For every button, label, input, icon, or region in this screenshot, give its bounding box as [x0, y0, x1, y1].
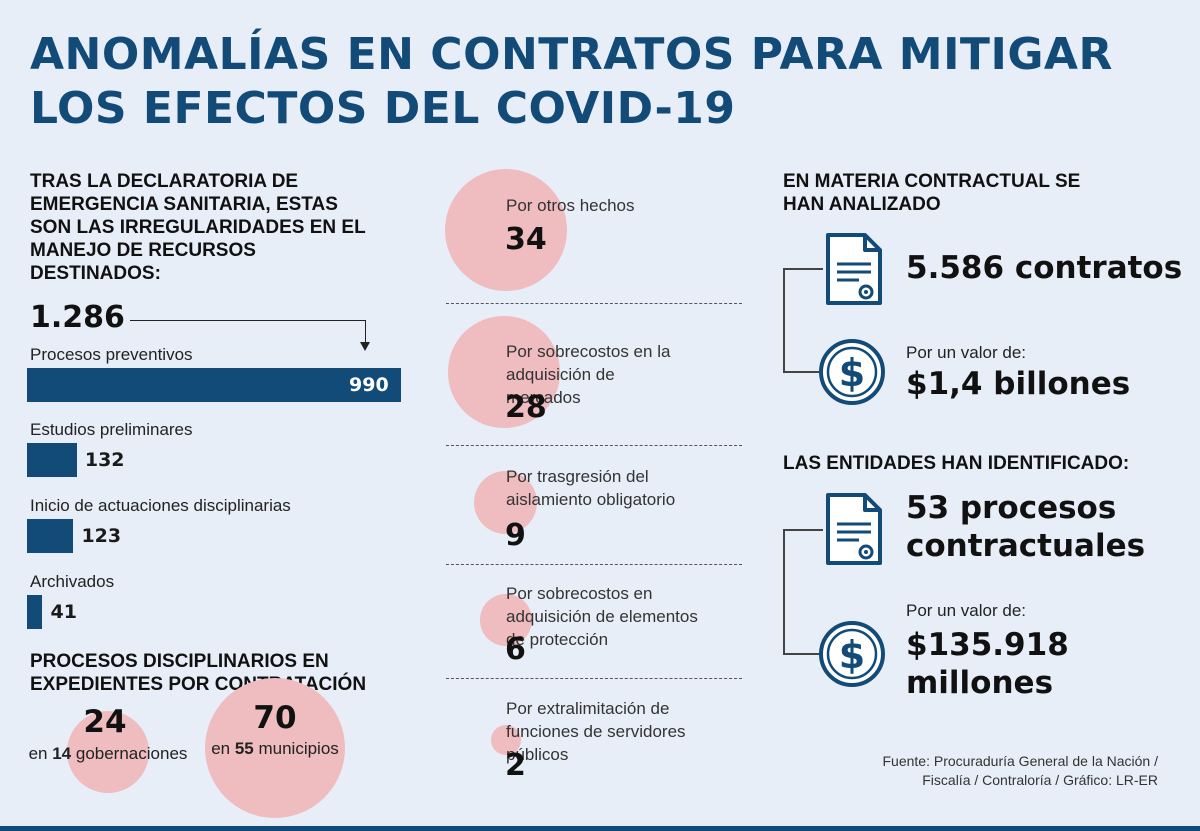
- bar: [27, 443, 77, 477]
- contracts-count: 5.586 contratos: [906, 250, 1183, 286]
- bubble: [480, 594, 532, 646]
- disciplinary-title: PROCESOS DISCIPLINARIOS EN EXPEDIENTES P…: [30, 651, 367, 695]
- dashed-divider: [446, 445, 742, 446]
- reason-value: 9: [505, 518, 526, 553]
- total-connector-drop: [365, 320, 366, 344]
- reason-label: Por sobrecostos en adquisición de elemen…: [506, 584, 698, 649]
- reason-value: 34: [505, 222, 547, 257]
- bar-category-label: Estudios preliminares: [30, 420, 193, 439]
- reason-label: Por otros hechos: [506, 196, 635, 215]
- bracket-vertical-1: [783, 268, 785, 372]
- section1-title: EN MATERIA CONTRACTUAL SE HAN ANALIZADO: [783, 171, 1081, 215]
- section2-value: $135.918 millones: [906, 627, 1069, 701]
- section1-value: $1,4 billones: [906, 366, 1131, 402]
- total-connector: [130, 320, 366, 321]
- bracket-top-2: [783, 529, 823, 531]
- title-line-2: LOS EFECTOS DEL COVID-19: [30, 83, 736, 134]
- page-title: ANOMALÍAS EN CONTRATOS PARA MITIGAR LOS …: [30, 28, 1170, 136]
- dollar-icon: $: [819, 339, 885, 405]
- bubble: [204, 677, 346, 819]
- dashed-divider: [446, 564, 742, 565]
- bracket-bottom-1: [783, 371, 819, 373]
- dashed-divider: [446, 303, 742, 304]
- document-icon: [826, 493, 882, 565]
- bubble-caption: en 55 municipios: [211, 739, 339, 758]
- bubble-value: 24: [83, 704, 127, 740]
- bubble: [491, 725, 521, 755]
- bar-category-label: Archivados: [30, 572, 115, 591]
- document-icon: [826, 233, 882, 305]
- bar-value-label: 132: [84, 449, 125, 471]
- bar-value-label: 123: [81, 525, 122, 547]
- processes-count: 53 procesos contractuales: [906, 490, 1146, 564]
- section2-title: LAS ENTIDADES HAN IDENTIFICADO:: [783, 453, 1130, 474]
- bubble: [66, 710, 150, 794]
- bar-value-label: 990: [349, 374, 389, 396]
- section2-value-label: Por un valor de:: [906, 601, 1027, 620]
- bubble: [473, 470, 537, 534]
- total-value: 1.286: [30, 300, 125, 335]
- total-arrow: [360, 342, 370, 351]
- bar-category-label: Inicio de actuaciones disciplinarias: [30, 496, 291, 515]
- bottom-rule: [0, 826, 1200, 831]
- bracket-bottom-2: [783, 653, 819, 655]
- bubble: [444, 168, 568, 292]
- bubble-value: 70: [253, 700, 297, 736]
- reason-value: 28: [505, 390, 547, 425]
- source-note: Fuente: Procuraduría General de la Nació…: [882, 753, 1159, 788]
- reason-label: Por extralimitación de funciones de serv…: [506, 699, 686, 764]
- svg-text:$: $: [839, 351, 865, 395]
- dashed-divider: [446, 678, 742, 679]
- reason-label: Por trasgresión del aislamiento obligato…: [506, 467, 676, 509]
- bracket-top-1: [783, 268, 823, 270]
- bubble: [448, 316, 560, 428]
- bar-category-label: Procesos preventivos: [30, 345, 193, 364]
- bar-value-label: 41: [50, 601, 77, 623]
- bubble-caption: en 14 gobernaciones: [28, 744, 188, 763]
- bar: [27, 519, 74, 553]
- reason-label: Por sobrecostos en la adquisición de mer…: [506, 342, 671, 407]
- svg-text:$: $: [839, 633, 865, 677]
- dollar-icon: $: [819, 621, 885, 687]
- reason-value: 2: [505, 748, 526, 783]
- title-line-1: ANOMALÍAS EN CONTRATOS PARA MITIGAR: [30, 29, 1113, 80]
- bracket-vertical-2: [783, 529, 785, 654]
- bar: [27, 595, 43, 629]
- reason-value: 6: [505, 632, 526, 667]
- section1-value-label: Por un valor de:: [906, 343, 1027, 362]
- bar: [27, 368, 401, 402]
- intro-text: TRAS LA DECLARATORIA DE EMERGENCIA SANIT…: [30, 171, 366, 284]
